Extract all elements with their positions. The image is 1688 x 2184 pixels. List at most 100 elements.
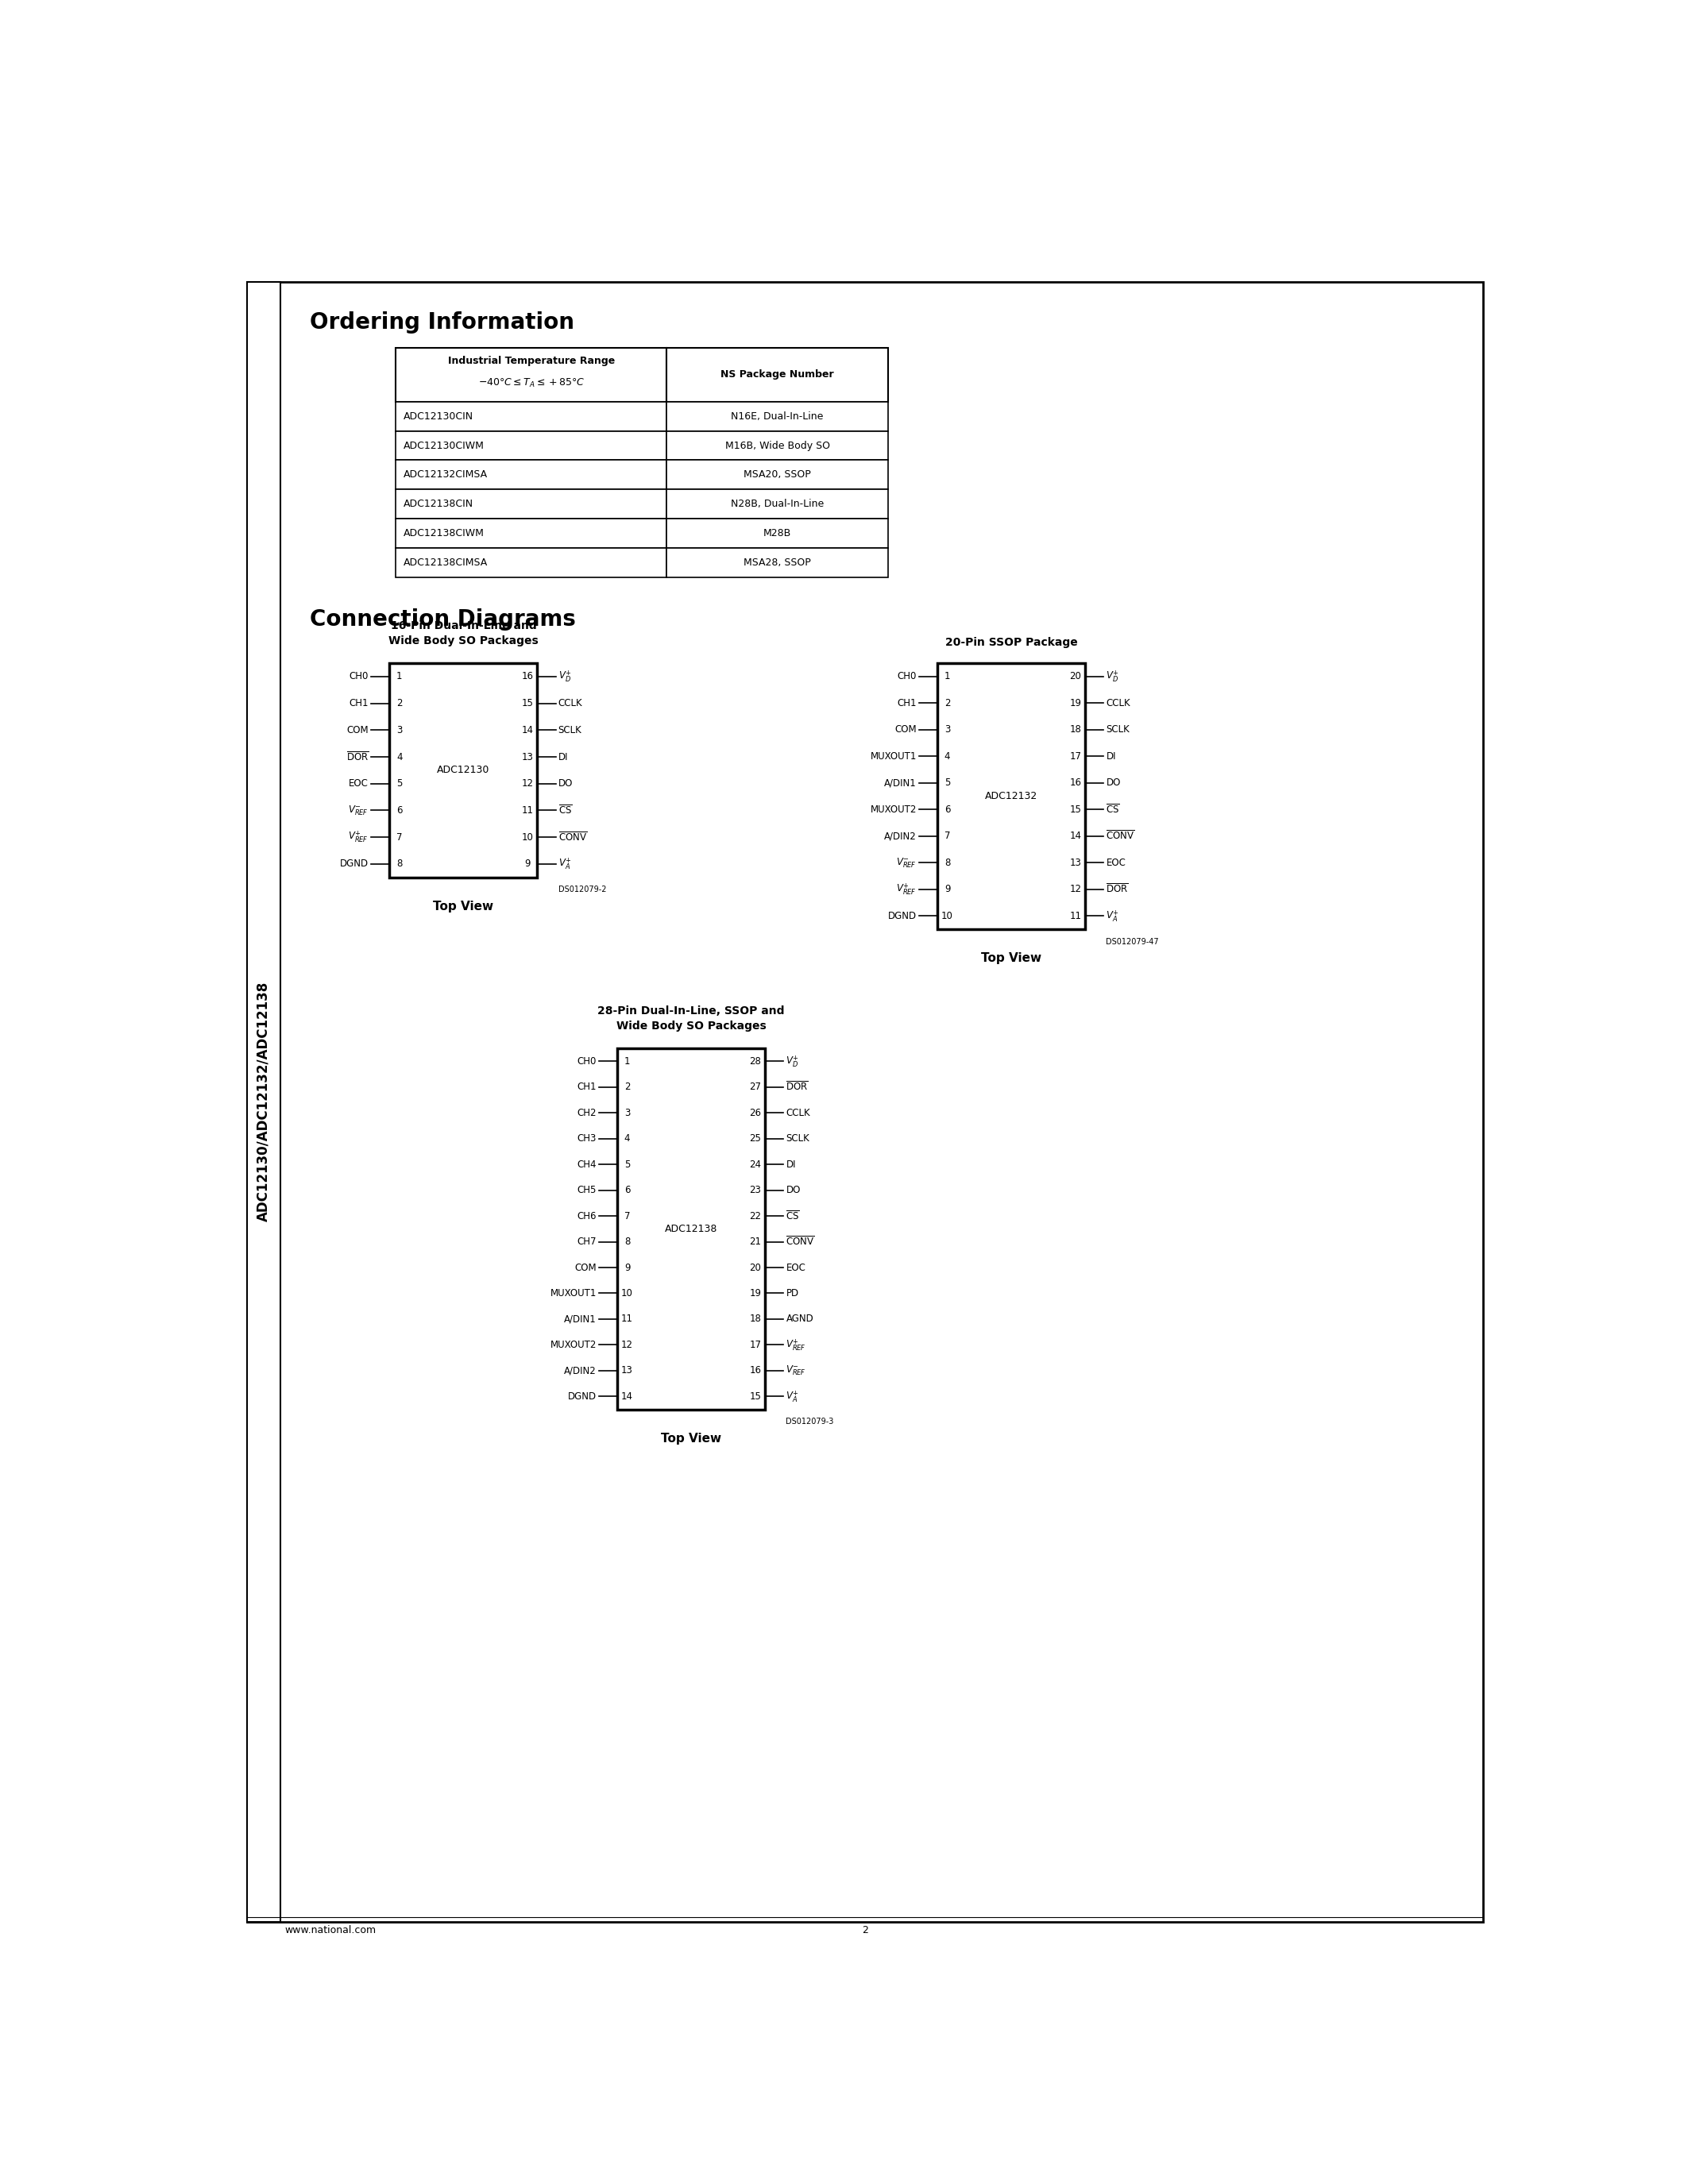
Text: 5: 5 bbox=[625, 1160, 630, 1171]
Text: CH5: CH5 bbox=[577, 1186, 596, 1195]
Text: 10: 10 bbox=[522, 832, 533, 843]
Text: 6: 6 bbox=[944, 804, 950, 815]
Text: 15: 15 bbox=[1070, 804, 1082, 815]
Text: 5: 5 bbox=[397, 778, 402, 788]
Text: ADC12138CIN: ADC12138CIN bbox=[403, 500, 473, 509]
Text: 12: 12 bbox=[621, 1339, 633, 1350]
Text: COM: COM bbox=[346, 725, 368, 736]
Text: $\overline{\mathrm{CONV}}$: $\overline{\mathrm{CONV}}$ bbox=[1106, 830, 1134, 843]
Text: 4: 4 bbox=[944, 751, 950, 762]
Bar bbox=[937, 664, 1085, 928]
Text: DS012079-47: DS012079-47 bbox=[1106, 937, 1160, 946]
Bar bbox=[246, 282, 280, 1922]
Text: ADC12130: ADC12130 bbox=[437, 764, 490, 775]
Text: 8: 8 bbox=[397, 858, 402, 869]
Text: ADC12132CIMSA: ADC12132CIMSA bbox=[403, 470, 488, 480]
Text: ADC12130/ADC12132/ADC12138: ADC12130/ADC12132/ADC12138 bbox=[257, 981, 270, 1221]
Text: 7: 7 bbox=[944, 830, 950, 841]
Text: $V_A^{+}$: $V_A^{+}$ bbox=[1106, 909, 1119, 924]
Bar bbox=[667, 548, 888, 577]
Text: 4: 4 bbox=[397, 751, 402, 762]
Bar bbox=[667, 461, 888, 489]
Text: $-40°C \leq T_A \leq +85°C$: $-40°C \leq T_A \leq +85°C$ bbox=[478, 378, 584, 389]
Text: $\overline{\mathrm{CS}}$: $\overline{\mathrm{CS}}$ bbox=[787, 1210, 800, 1223]
Text: Connection Diagrams: Connection Diagrams bbox=[309, 607, 576, 631]
Text: 7: 7 bbox=[625, 1210, 630, 1221]
Text: M16B, Wide Body SO: M16B, Wide Body SO bbox=[724, 441, 830, 450]
Text: 10: 10 bbox=[942, 911, 954, 922]
Text: ADC12130CIN: ADC12130CIN bbox=[403, 411, 473, 422]
Text: 24: 24 bbox=[749, 1160, 761, 1171]
Text: MUXOUT1: MUXOUT1 bbox=[550, 1289, 596, 1299]
Text: 18: 18 bbox=[749, 1315, 761, 1324]
Text: 1: 1 bbox=[397, 670, 402, 681]
Text: ADC12130CIWM: ADC12130CIWM bbox=[403, 441, 484, 450]
Text: 19: 19 bbox=[749, 1289, 761, 1299]
Text: 3: 3 bbox=[625, 1107, 630, 1118]
Text: EOC: EOC bbox=[1106, 858, 1126, 867]
Text: CCLK: CCLK bbox=[559, 699, 582, 708]
Text: DGND: DGND bbox=[567, 1391, 596, 1402]
Text: 13: 13 bbox=[522, 751, 533, 762]
Text: Wide Body SO Packages: Wide Body SO Packages bbox=[388, 636, 538, 646]
Text: $V_{REF}^{+}$: $V_{REF}^{+}$ bbox=[896, 882, 917, 898]
Text: 23: 23 bbox=[749, 1186, 761, 1195]
Bar bbox=[667, 520, 888, 548]
Text: $V_{REF}^{-}$: $V_{REF}^{-}$ bbox=[896, 856, 917, 869]
Bar bbox=[667, 347, 888, 402]
Text: $\overline{\mathrm{CONV}}$: $\overline{\mathrm{CONV}}$ bbox=[787, 1236, 815, 1247]
Text: DGND: DGND bbox=[888, 911, 917, 922]
Text: 6: 6 bbox=[397, 806, 402, 815]
Text: 11: 11 bbox=[621, 1315, 633, 1324]
Text: 5: 5 bbox=[944, 778, 950, 788]
Text: PD: PD bbox=[787, 1289, 798, 1299]
Text: CH1: CH1 bbox=[577, 1081, 596, 1092]
Text: Top View: Top View bbox=[981, 952, 1041, 965]
Text: DI: DI bbox=[787, 1160, 797, 1171]
Text: 9: 9 bbox=[625, 1262, 630, 1273]
Bar bbox=[390, 664, 537, 878]
Text: 28-Pin Dual-In-Line, SSOP and: 28-Pin Dual-In-Line, SSOP and bbox=[598, 1005, 785, 1018]
Text: $V_D^{+}$: $V_D^{+}$ bbox=[787, 1055, 800, 1068]
Text: 9: 9 bbox=[944, 885, 950, 895]
Text: 20: 20 bbox=[1070, 670, 1082, 681]
Text: www.national.com: www.national.com bbox=[285, 1924, 376, 1935]
Text: DO: DO bbox=[1106, 778, 1121, 788]
Text: EOC: EOC bbox=[349, 778, 368, 788]
Text: 9: 9 bbox=[525, 858, 530, 869]
Text: $\overline{\mathrm{DOR}}$: $\overline{\mathrm{DOR}}$ bbox=[346, 751, 368, 762]
Bar bbox=[667, 430, 888, 461]
Text: 14: 14 bbox=[522, 725, 533, 736]
Text: CH1: CH1 bbox=[896, 699, 917, 708]
Text: 11: 11 bbox=[1070, 911, 1082, 922]
Text: Top View: Top View bbox=[434, 900, 493, 913]
Text: EOC: EOC bbox=[787, 1262, 805, 1273]
Text: 22: 22 bbox=[749, 1210, 761, 1221]
Text: M28B: M28B bbox=[763, 529, 792, 539]
Text: 8: 8 bbox=[944, 858, 950, 867]
Text: SCLK: SCLK bbox=[1106, 725, 1129, 734]
Text: MUXOUT2: MUXOUT2 bbox=[869, 804, 917, 815]
Bar bbox=[395, 347, 667, 402]
Text: 8: 8 bbox=[625, 1236, 630, 1247]
Text: COM: COM bbox=[895, 725, 917, 734]
Text: A/DIN1: A/DIN1 bbox=[564, 1315, 596, 1324]
Text: $V_D^{+}$: $V_D^{+}$ bbox=[559, 668, 572, 684]
Text: 16: 16 bbox=[522, 670, 533, 681]
Text: CH0: CH0 bbox=[349, 670, 368, 681]
Text: A/DIN2: A/DIN2 bbox=[564, 1365, 596, 1376]
Text: ADC12138: ADC12138 bbox=[665, 1223, 717, 1234]
Text: $\overline{\mathrm{DOR}}$: $\overline{\mathrm{DOR}}$ bbox=[1106, 882, 1129, 895]
Bar bbox=[667, 402, 888, 430]
Text: 16: 16 bbox=[749, 1365, 761, 1376]
Text: 12: 12 bbox=[522, 778, 533, 788]
Text: 15: 15 bbox=[522, 699, 533, 708]
Text: $V_{REF}^{+}$: $V_{REF}^{+}$ bbox=[787, 1337, 807, 1352]
Text: $\overline{\mathrm{DOR}}$: $\overline{\mathrm{DOR}}$ bbox=[787, 1081, 809, 1094]
Text: Wide Body SO Packages: Wide Body SO Packages bbox=[616, 1020, 766, 1031]
Text: 2: 2 bbox=[625, 1081, 630, 1092]
Text: 1: 1 bbox=[625, 1057, 630, 1066]
Text: 26: 26 bbox=[749, 1107, 761, 1118]
Text: A/DIN1: A/DIN1 bbox=[885, 778, 917, 788]
Text: 13: 13 bbox=[621, 1365, 633, 1376]
